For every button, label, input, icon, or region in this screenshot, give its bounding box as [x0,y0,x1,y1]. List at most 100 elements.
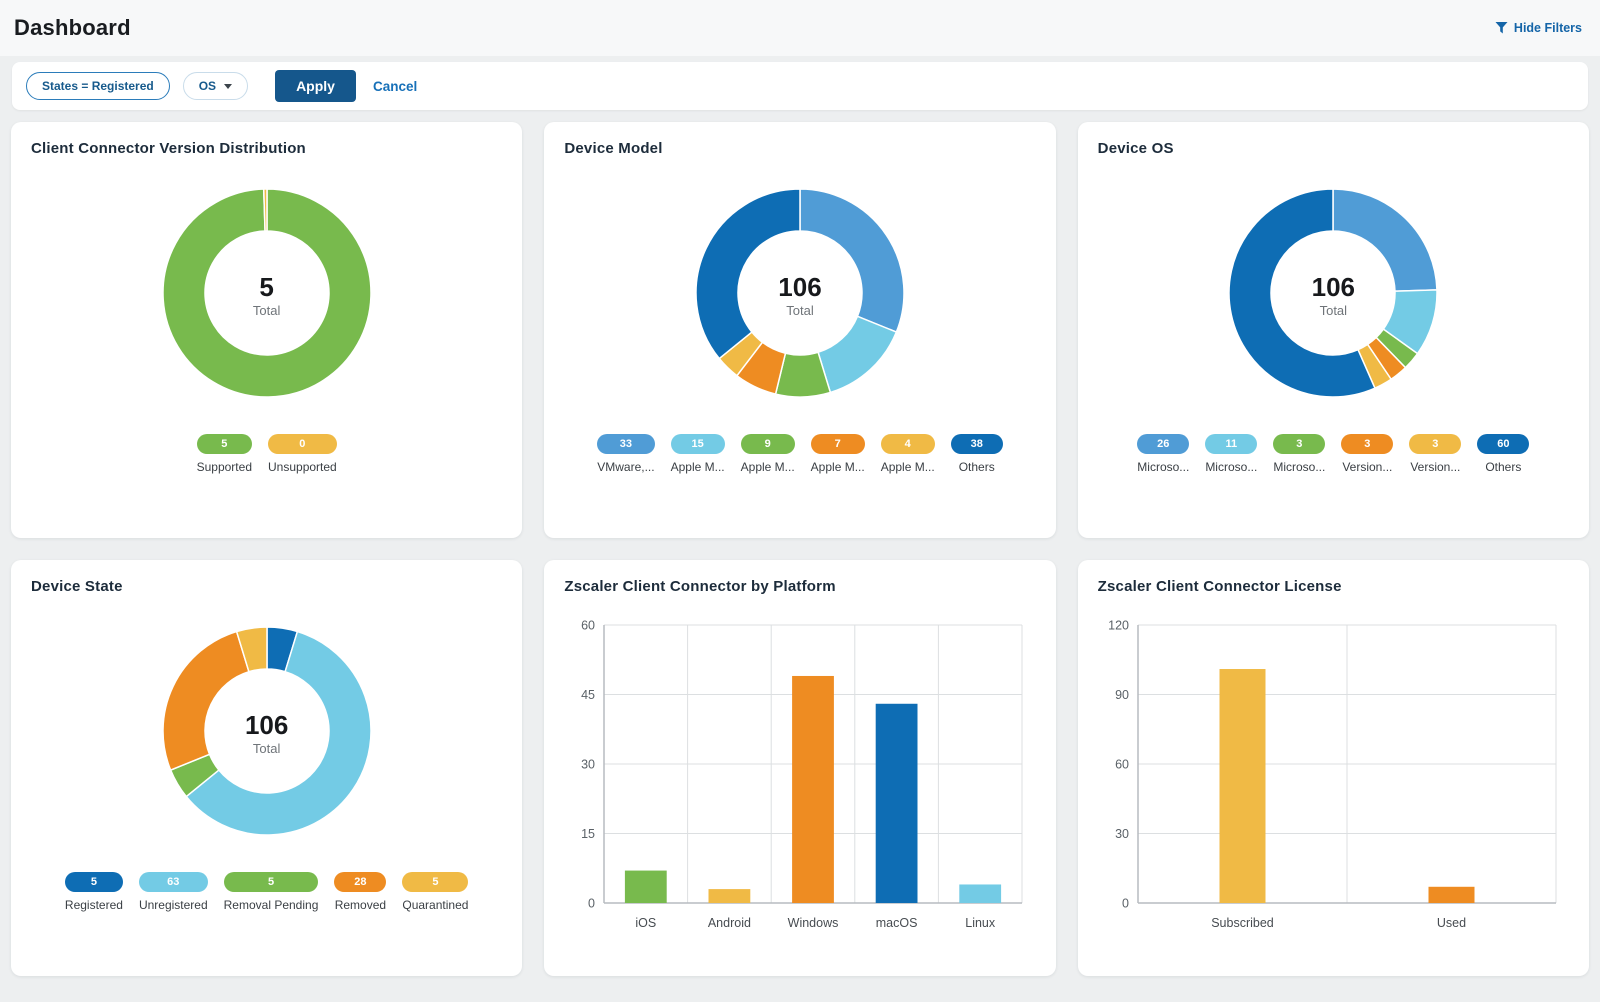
y-tick-label: 30 [1115,827,1129,841]
legend-pill-others[interactable]: 60 [1477,434,1530,454]
bar-ios[interactable] [625,870,668,903]
x-category-label: Subscribed [1211,916,1274,930]
bar-subscribed[interactable] [1219,669,1266,903]
legend-item-version: 3 Version... [1341,434,1394,474]
card-device-model: Device Model 106 Total 33 VMware,... 15 App… [544,122,1056,538]
legend-label: Unregistered [138,898,208,912]
donut-segment-quarantined[interactable] [235,626,268,673]
donut-segment-others[interactable] [1228,188,1377,398]
card-title: Zscaler Client Connector by Platform [564,578,836,595]
x-category-label: macOS [876,916,918,930]
legend-item-vmware: 33 VMware,... [597,434,655,474]
legend-pill-unregistered[interactable]: 63 [138,872,208,892]
bar-linux[interactable] [959,884,1002,903]
filter-bar: States = Registered OS Apply Cancel [12,62,1588,110]
legend-pill-apple-m[interactable]: 15 [670,434,725,454]
bar-windows[interactable] [792,675,835,903]
legend-label: Microso... [1273,460,1326,474]
page-title: Dashboard [14,15,131,40]
donut-segment-unregistered[interactable] [184,630,372,836]
legend-item-apple-m: 7 Apple M... [810,434,865,474]
card-device-os: Device OS 106 Total 26 Microso... 11 Micros… [1077,122,1589,538]
donut-segment-vmware[interactable] [799,188,905,334]
legend-label: Quarantined [402,898,469,912]
donut-canvas [680,173,920,418]
card-title: Device OS [1097,140,1174,157]
donut-chart-device-os: 106 Total [1213,173,1453,418]
page-header: Dashboard Hide Filters [0,0,1600,56]
legend-pill-others[interactable]: 38 [950,434,1003,454]
bar-macos[interactable] [876,703,918,903]
donut-segment-unsupported[interactable] [262,188,268,232]
y-tick-label: 60 [581,619,595,633]
legend-label: VMware,... [597,460,655,474]
donut-chart-version-distribution: 5 Total [147,173,387,418]
legend-pill-microso[interactable]: 11 [1205,434,1258,454]
legend-item-apple-m: 9 Apple M... [740,434,795,474]
donut-canvas [1213,173,1453,418]
y-tick-label: 45 [581,688,595,702]
donut-segment-others[interactable] [695,188,801,360]
bar-used[interactable] [1428,886,1475,903]
filter-funnel-icon [1495,22,1508,34]
y-tick-label: 60 [1115,758,1129,772]
legend-item-microso: 26 Microso... [1137,434,1190,474]
bar-chart-svg: 0 30 60 90 120 Subscribed Used [1108,619,1557,930]
legend-label: Microso... [1137,460,1190,474]
legend-label: Removed [334,898,387,912]
donut-svg [695,188,905,398]
card-title: Zscaler Client Connector License [1097,578,1342,595]
x-category-label: iOS [636,916,657,930]
cancel-button[interactable]: Cancel [372,78,418,94]
donut-segment-removed[interactable] [161,630,250,772]
chart-legend: 5 Registered 63 Unregistered 5 Removal Pendin… [11,872,522,912]
legend-pill-quarantined[interactable]: 5 [402,872,469,892]
bar-android[interactable] [708,889,751,903]
legend-pill-microso[interactable]: 3 [1273,434,1326,454]
legend-pill-supported[interactable]: 5 [196,434,252,454]
apply-button[interactable]: Apply [275,70,356,102]
x-category-label: Android [708,916,751,930]
legend-pill-microso[interactable]: 26 [1137,434,1190,454]
os-filter-dropdown[interactable]: OS [182,72,249,100]
donut-segment-microso[interactable] [1332,188,1439,292]
legend-pill-apple-m[interactable]: 4 [880,434,935,454]
dashboard-grid: Client Connector Version Distribution 5 … [11,122,1589,976]
legend-label: Supported [196,460,252,474]
donut-segment-apple-m[interactable] [817,315,898,394]
x-category-label: Linux [966,916,997,930]
states-filter-label: States = Registered [42,79,154,93]
legend-pill-registered[interactable]: 5 [64,872,123,892]
legend-pill-removal-pending[interactable]: 5 [223,872,319,892]
states-filter-chip[interactable]: States = Registered [26,72,170,100]
legend-pill-apple-m[interactable]: 9 [740,434,795,454]
legend-item-others: 38 Others [950,434,1003,474]
hide-filters-link[interactable]: Hide Filters [1495,21,1582,35]
chevron-down-icon [224,83,233,89]
legend-item-removal-pending: 5 Removal Pending [223,872,319,912]
y-tick-label: 0 [588,897,595,911]
legend-item-microso: 3 Microso... [1273,434,1326,474]
legend-pill-apple-m[interactable]: 7 [810,434,865,454]
donut-segment-supported[interactable] [161,188,372,398]
donut-svg [161,626,372,836]
donut-chart-device-model: 106 Total [680,173,920,418]
y-tick-label: 120 [1108,619,1129,633]
x-category-label: Used [1437,916,1466,930]
legend-label: Unsupported [268,460,337,474]
legend-pill-version[interactable]: 3 [1409,434,1462,454]
legend-item-microso: 11 Microso... [1205,434,1258,474]
legend-pill-unsupported[interactable]: 0 [268,434,337,454]
legend-pill-version[interactable]: 3 [1341,434,1394,454]
card-connector-license: Zscaler Client Connector License 0 30 60 90… [1077,560,1589,976]
card-client-connector-version-distribution: Client Connector Version Distribution 5 … [11,122,523,538]
legend-label: Apple M... [810,460,865,474]
legend-label: Apple M... [740,460,795,474]
legend-pill-removed[interactable]: 28 [334,872,387,892]
card-title: Device State [31,578,123,595]
legend-pill-vmware[interactable]: 33 [597,434,655,454]
legend-label: Version... [1410,460,1461,474]
bar-chart-license: 0 30 60 90 120 Subscribed Used [1092,609,1581,948]
chart-legend: 33 VMware,... 15 Apple M... 9 Apple M... 7 Appl… [544,434,1055,474]
legend-item-removed: 28 Removed [334,872,387,912]
